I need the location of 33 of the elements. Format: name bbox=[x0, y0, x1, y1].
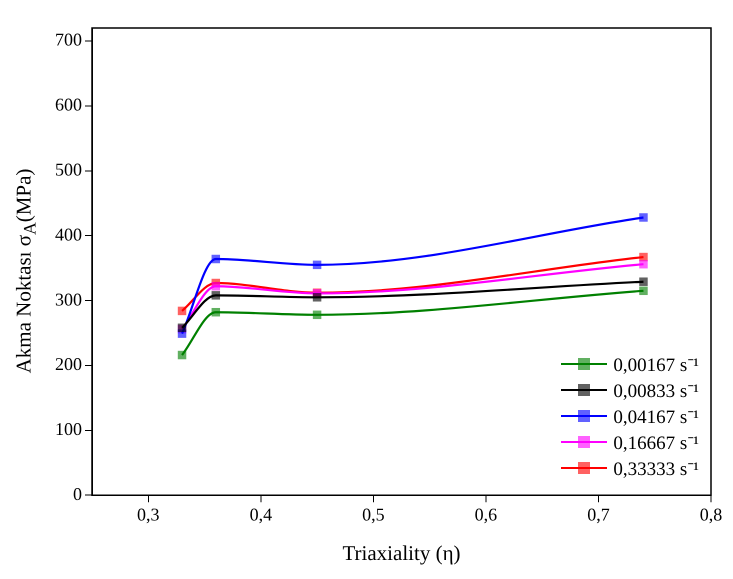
y-tick-label: 200 bbox=[55, 354, 82, 374]
x-tick-label: 0,8 bbox=[700, 504, 722, 525]
point bbox=[178, 350, 186, 360]
point bbox=[639, 260, 648, 268]
y-tick-label: 100 bbox=[55, 419, 82, 440]
point bbox=[212, 291, 220, 300]
legend-label: 0,16667 s⁻¹ bbox=[613, 432, 699, 456]
y-tick-label: 600 bbox=[55, 94, 82, 115]
x-tick-label: 0,4 bbox=[250, 504, 272, 525]
y-tick-label: 400 bbox=[55, 224, 82, 244]
y-tick-label: 700 bbox=[55, 30, 82, 50]
x-tick-label: 0,3 bbox=[137, 504, 160, 525]
x-axis-title: Triaxiality (η) bbox=[342, 540, 461, 565]
legend-label: 0,00833 s⁻¹ bbox=[613, 380, 699, 404]
legend-label: 0,04167 s⁻¹ bbox=[613, 406, 699, 430]
y-tick-label: 300 bbox=[55, 289, 82, 310]
point bbox=[212, 308, 220, 316]
point bbox=[639, 277, 648, 286]
point bbox=[639, 286, 648, 296]
point bbox=[178, 306, 186, 316]
y-tick-label: 0 bbox=[73, 484, 82, 504]
x-tick-label: 0,7 bbox=[587, 504, 610, 525]
legend-label: 0,00167 s⁻¹ bbox=[613, 354, 699, 378]
point bbox=[312, 310, 322, 320]
legend-label: 0,33333 s⁻¹ bbox=[613, 458, 699, 482]
point bbox=[639, 213, 648, 222]
point bbox=[212, 254, 220, 264]
point bbox=[212, 282, 220, 290]
y-tick-label: 500 bbox=[55, 159, 82, 180]
x-tick-label: 0,5 bbox=[362, 504, 385, 525]
point bbox=[312, 260, 322, 270]
point bbox=[312, 293, 322, 302]
x-tick-label: 0,6 bbox=[474, 504, 498, 525]
